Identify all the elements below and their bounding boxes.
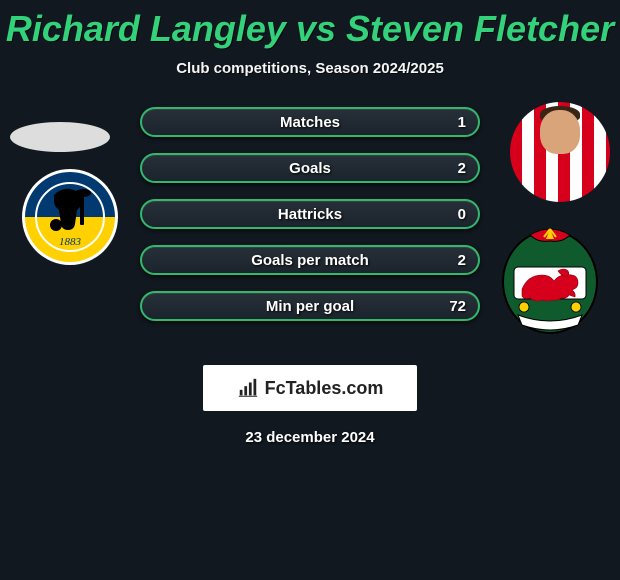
player-left-avatar	[10, 102, 110, 152]
stat-value-right: 2	[458, 155, 466, 181]
player-right-club-badge	[500, 227, 600, 342]
attribution-badge: FcTables.com	[203, 365, 417, 411]
subtitle: Club competitions, Season 2024/2025	[0, 60, 620, 77]
player-photo-icon	[510, 102, 610, 202]
wrexham-badge-icon	[500, 227, 600, 337]
attribution-text: FcTables.com	[265, 378, 384, 399]
player-right-avatar	[510, 102, 610, 202]
bristol-rovers-badge-icon: 1883	[20, 167, 120, 267]
stat-row: Matches 1	[140, 107, 480, 137]
stat-value-right: 0	[458, 201, 466, 227]
generation-date: 23 december 2024	[0, 429, 620, 446]
page-title: Richard Langley vs Steven Fletcher	[0, 0, 620, 50]
stat-label: Matches	[142, 109, 478, 135]
stat-label: Goals per match	[142, 247, 478, 273]
stat-label: Min per goal	[142, 293, 478, 319]
stat-row: Goals 2	[140, 153, 480, 183]
bar-chart-icon	[237, 377, 259, 399]
badge-year: 1883	[59, 236, 82, 248]
stat-value-right: 72	[449, 293, 466, 319]
stat-label: Goals	[142, 155, 478, 181]
stat-row: Goals per match 2	[140, 245, 480, 275]
stat-value-right: 2	[458, 247, 466, 273]
stat-row: Min per goal 72	[140, 291, 480, 321]
stat-row: Hattricks 0	[140, 199, 480, 229]
stat-value-right: 1	[458, 109, 466, 135]
player-left-club-badge: 1883	[20, 167, 120, 272]
comparison-stage: 1883 Matches 1	[0, 97, 620, 357]
avatar-placeholder-icon	[10, 122, 110, 152]
stat-rows: Matches 1 Goals 2 Hattricks 0 Goals per …	[140, 107, 480, 337]
stat-label: Hattricks	[142, 201, 478, 227]
